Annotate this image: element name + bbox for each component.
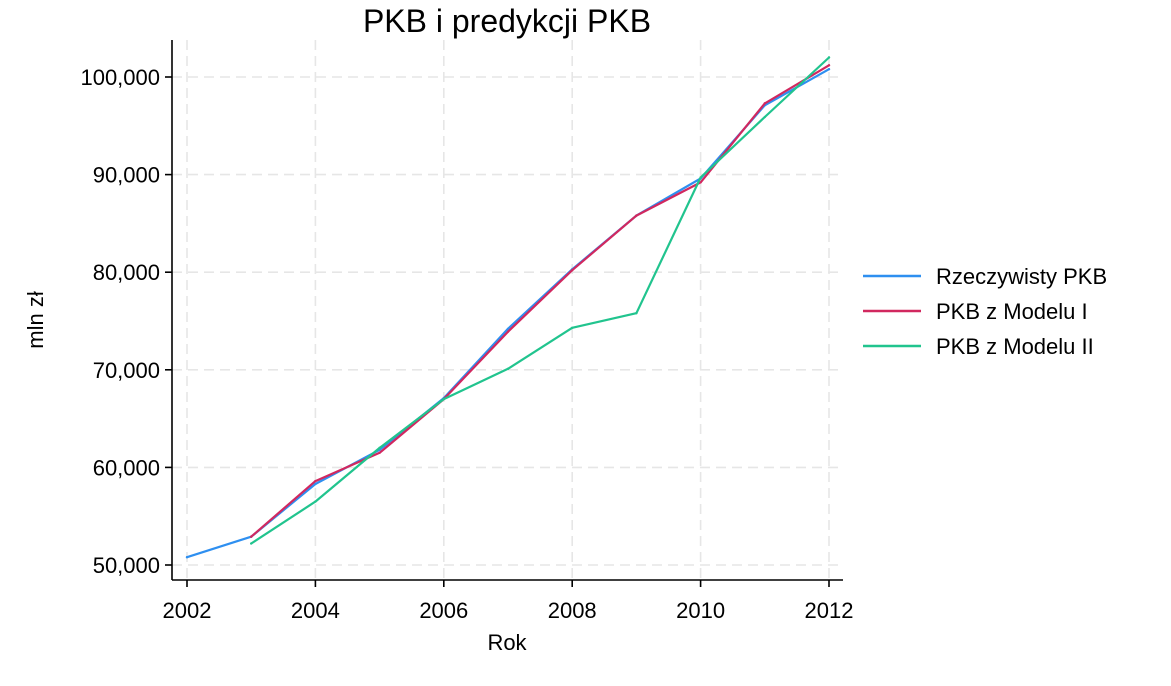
series-3-point bbox=[314, 500, 317, 503]
series-2-point bbox=[827, 64, 831, 67]
series-3-point bbox=[442, 397, 445, 401]
series-2-point bbox=[378, 451, 381, 454]
axes-layer bbox=[165, 40, 843, 587]
series-2-point bbox=[763, 102, 766, 105]
x-tick-label: 2012 bbox=[805, 598, 854, 623]
series-3-point bbox=[763, 115, 766, 119]
series-layer bbox=[185, 56, 831, 559]
series-2-point bbox=[635, 214, 638, 217]
series-1-point bbox=[827, 67, 831, 71]
series-3-point bbox=[506, 367, 510, 371]
y-tick-label: 50,000 bbox=[93, 553, 160, 578]
series-2-point bbox=[506, 330, 510, 333]
text-layer: 50,000 60,000 70,000 80,000 90,000 100,000 200… bbox=[23, 3, 853, 655]
legend: Rzeczywisty PKB PKB z Modelu I PKB z Model… bbox=[863, 264, 1107, 359]
series-2-point bbox=[314, 479, 317, 483]
series-2-point bbox=[571, 269, 574, 272]
series-3-point bbox=[699, 176, 702, 179]
series-3-point bbox=[250, 542, 253, 545]
x-axis-label: Rok bbox=[487, 630, 527, 655]
series-line-3 bbox=[250, 56, 831, 545]
y-tick-label: 80,000 bbox=[93, 260, 160, 285]
x-tick-label: 2008 bbox=[548, 598, 597, 623]
y-tick-label: 70,000 bbox=[93, 358, 160, 383]
series-1-point bbox=[185, 555, 189, 559]
x-tick-label: 2006 bbox=[419, 598, 468, 623]
chart-title: PKB i predykcji PKB bbox=[363, 3, 651, 39]
x-tick-label: 2004 bbox=[291, 598, 340, 623]
y-axis-label: mln zł bbox=[23, 291, 48, 349]
series-2-point bbox=[699, 181, 702, 184]
y-tick-label: 90,000 bbox=[93, 163, 160, 188]
legend-label-1: Rzeczywisty PKB bbox=[936, 264, 1107, 289]
y-tick-label: 100,000 bbox=[80, 65, 160, 90]
legend-label-2: PKB z Modelu I bbox=[936, 299, 1088, 324]
series-line-2 bbox=[250, 64, 831, 538]
series-1-point bbox=[506, 327, 510, 331]
legend-label-3: PKB z Modelu II bbox=[936, 334, 1094, 359]
series-3-point bbox=[827, 56, 831, 59]
series-2-point bbox=[250, 535, 253, 538]
grid-layer bbox=[172, 40, 843, 580]
series-3-point bbox=[378, 446, 381, 450]
x-tick-label: 2002 bbox=[163, 598, 212, 623]
x-tick-label: 2010 bbox=[676, 598, 725, 623]
y-tick-label: 60,000 bbox=[93, 455, 160, 480]
series-3-point bbox=[571, 326, 574, 330]
series-1-point bbox=[314, 482, 317, 486]
series-3-point bbox=[635, 311, 638, 315]
